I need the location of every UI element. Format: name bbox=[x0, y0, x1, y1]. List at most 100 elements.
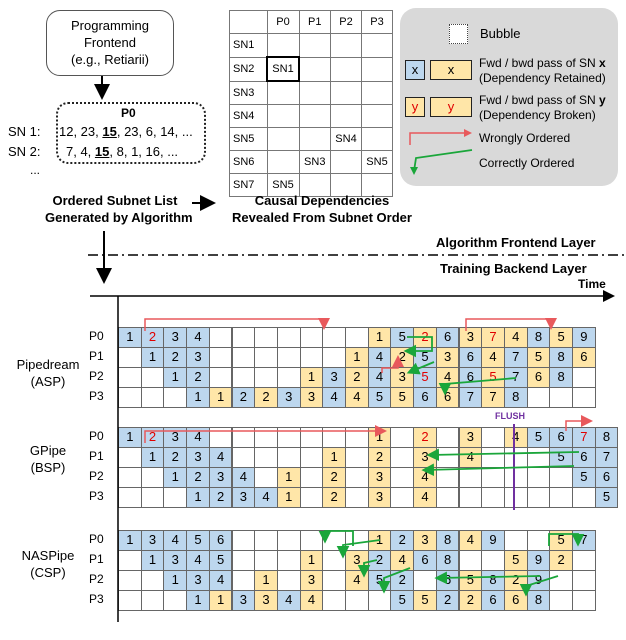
legend-retained-text: Fwd / bwd pass of SN bbox=[479, 56, 600, 70]
subnet-caption-2: Generated by Algorithm bbox=[45, 210, 193, 225]
table-cell bbox=[361, 173, 393, 197]
backend-layer-label: Training Backend Layer bbox=[440, 261, 587, 276]
flush-label: FLUSH bbox=[495, 411, 525, 421]
naspipe-correct-arrow-5 bbox=[434, 571, 541, 585]
dependency-caption-2: Revealed From Subnet Order bbox=[232, 210, 412, 225]
subnet-caption-1: Ordered Subnet List bbox=[52, 193, 178, 208]
gpipe-label: GPipe (BSP) bbox=[14, 442, 82, 476]
legend-retained-var: x bbox=[599, 56, 606, 70]
table-row-label: SN1 bbox=[229, 33, 268, 58]
legend-broken-text: Fwd / bwd pass of SN bbox=[479, 93, 600, 107]
naspipe-correct-arrow-2 bbox=[336, 539, 381, 559]
dependency-table: P0 P1 P2 P3 SN1 SN2 SN1 SN3 SN4 SN5 SN4 SN6 SN3 SN5 SN… bbox=[229, 10, 393, 197]
stage-label-p2: P2 bbox=[89, 469, 104, 483]
naspipe-correct-arrow-6 bbox=[548, 533, 585, 547]
bubble-cell bbox=[572, 590, 596, 611]
subnet-row-1-text: 12, 23, bbox=[59, 124, 103, 139]
pipedream-wrong-arrow-1 bbox=[144, 318, 330, 331]
table-cell bbox=[266, 150, 300, 174]
gpipe-correct-arrow-2 bbox=[421, 463, 575, 477]
table-cell bbox=[266, 33, 300, 58]
pipedream-correct-arrow-3 bbox=[438, 377, 517, 396]
legend-retained-line-1: Fwd / bwd pass of SN x bbox=[479, 57, 606, 69]
naspipe-label-1: NASPipe bbox=[21, 548, 75, 563]
subnet-row-1-rest: , 23, 6, 14, ... bbox=[116, 124, 193, 139]
table-row: SN5 SN4 bbox=[229, 127, 393, 151]
table-cell bbox=[361, 56, 393, 82]
gpipe-label-2: (BSP) bbox=[30, 460, 66, 475]
schedule-cell: 4 bbox=[413, 487, 437, 508]
table-row: SN2 SN1 bbox=[229, 56, 393, 82]
frontend-layer-label: Algorithm Frontend Layer bbox=[436, 235, 596, 250]
stage-label-p0: P0 bbox=[89, 532, 104, 546]
naspipe-label: NASPipe (CSP) bbox=[14, 547, 82, 581]
stage-label-p1: P1 bbox=[89, 349, 104, 363]
schedule-cell: 5 bbox=[594, 487, 619, 508]
naspipe-correct-arrow-3 bbox=[357, 559, 378, 578]
table-row-label: SN7 bbox=[229, 173, 268, 197]
subnet-row-1-highlight: 15 bbox=[102, 124, 117, 139]
table-cell: SN1 bbox=[266, 56, 300, 82]
time-label: Time bbox=[578, 277, 606, 291]
table-header-p2: P2 bbox=[330, 10, 362, 34]
legend-broken-var: y bbox=[599, 93, 606, 107]
schedule-cell: 2 bbox=[231, 387, 256, 408]
subnet-row-2-text: 7, 4, bbox=[66, 144, 95, 159]
legend-retained-fwd-swatch: x bbox=[405, 60, 425, 80]
schedule-cell: 2 bbox=[208, 487, 233, 508]
frontend-line-2: Frontend bbox=[83, 35, 137, 50]
table-row-label: SN2 bbox=[229, 56, 268, 82]
table-cell bbox=[361, 127, 393, 151]
legend-wrong-label: Wrongly Ordered bbox=[479, 131, 571, 145]
stage-label-p3: P3 bbox=[89, 592, 104, 606]
stage-label-p3: P3 bbox=[89, 489, 104, 503]
schedule-cell: 5 bbox=[413, 590, 437, 611]
legend: Bubble x x Fwd / bwd pass of SN x (Depen… bbox=[400, 8, 618, 186]
legend-bubble-swatch bbox=[449, 24, 468, 44]
gpipe-correct-arrow-1 bbox=[426, 448, 580, 462]
table-cell bbox=[298, 173, 331, 197]
naspipe-correct-arrow-4 bbox=[377, 567, 411, 594]
frontend-box: Programming Frontend (e.g., Retiarii) bbox=[46, 10, 174, 76]
table-header-p1: P1 bbox=[298, 10, 331, 34]
naspipe-correct-arrow-7 bbox=[519, 575, 559, 597]
table-corner bbox=[229, 10, 268, 34]
legend-retained-bwd-swatch: x bbox=[430, 60, 472, 80]
table-cell: SN5 bbox=[361, 150, 393, 174]
legend-bubble-label: Bubble bbox=[480, 26, 521, 41]
subnet-row-2-label: SN 2: bbox=[8, 144, 41, 159]
subnet-list-ellipsis: ... bbox=[30, 163, 41, 177]
stage-label-p0: P0 bbox=[89, 429, 104, 443]
legend-wrong-arrowhead bbox=[464, 129, 472, 137]
pipedream-label: Pipedream (ASP) bbox=[14, 356, 82, 390]
subnet-list-header: P0 bbox=[121, 106, 136, 120]
subnet-row-2-highlight: 15 bbox=[94, 144, 110, 159]
schedule-cell: 5 bbox=[367, 387, 392, 408]
legend-broken-line-2: (Dependency Broken) bbox=[479, 108, 596, 122]
subnet-row-2: 7, 4, 15, 8, 1, 16, ... bbox=[66, 145, 178, 158]
table-row: SN4 bbox=[229, 104, 393, 128]
subnet-row-1: 12, 23, 15, 23, 6, 14, ... bbox=[59, 125, 193, 138]
stage-label-p2: P2 bbox=[89, 369, 104, 383]
bubble-cell bbox=[572, 387, 596, 408]
naspipe-label-2: (CSP) bbox=[30, 565, 66, 580]
schedule-cell: 3 bbox=[367, 487, 392, 508]
table-row: SN7 SN5 bbox=[229, 173, 393, 197]
stage-label-p2: P2 bbox=[89, 572, 104, 586]
legend-broken-bwd-swatch: y bbox=[430, 97, 472, 117]
pipedream-label-2: (ASP) bbox=[30, 374, 66, 389]
table-row-label: SN5 bbox=[229, 127, 268, 151]
table-header-p3: P3 bbox=[361, 10, 393, 34]
pipedream-correct-arrow-2 bbox=[406, 361, 435, 375]
legend-wrong-arrow bbox=[409, 132, 466, 145]
table-header-p0: P0 bbox=[266, 10, 300, 34]
legend-broken-fwd-swatch: y bbox=[405, 97, 425, 117]
stage-label-p0: P0 bbox=[89, 329, 104, 343]
legend-broken-line-1: Fwd / bwd pass of SN y bbox=[479, 94, 606, 106]
stage-label-p3: P3 bbox=[89, 389, 104, 403]
schedule-cell: 3 bbox=[299, 387, 324, 408]
gpipe-wrong-arrow-1 bbox=[144, 425, 387, 443]
legend-arrows bbox=[409, 129, 473, 175]
table-cell bbox=[298, 80, 331, 105]
